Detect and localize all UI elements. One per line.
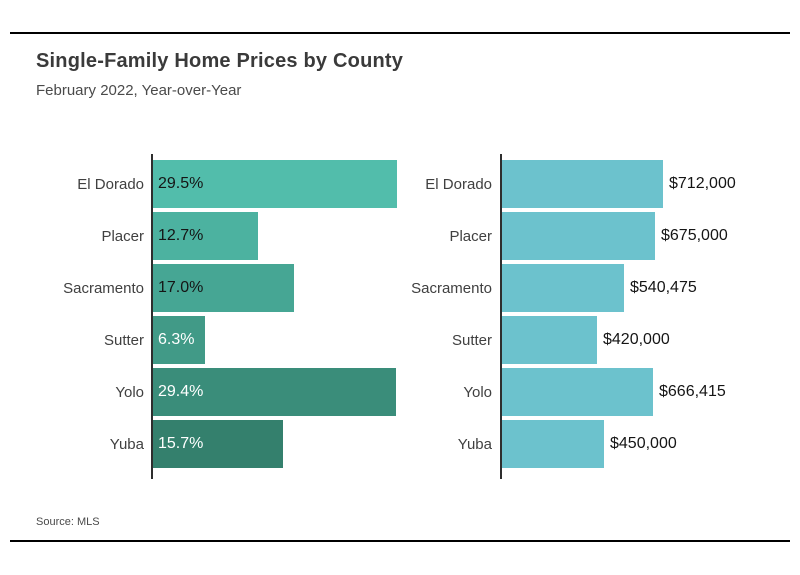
category-label: Sutter: [103, 331, 144, 349]
value-label: $712,000: [669, 175, 736, 192]
chart-row: El Dorado 29.5%: [36, 160, 397, 208]
category-label: Placer: [449, 227, 492, 245]
value-label: $540,475: [630, 279, 697, 296]
y-axis-line: [500, 154, 502, 479]
bar: [502, 212, 655, 260]
value-label: $675,000: [661, 227, 728, 244]
bar: 29.5%: [153, 160, 397, 208]
chart-row: Sacramento $540,475: [410, 264, 736, 312]
bar: 17.0%: [153, 264, 294, 312]
page-subtitle: February 2022, Year-over-Year: [36, 82, 242, 99]
value-label: 15.7%: [158, 435, 204, 452]
category-label: Placer: [101, 227, 144, 245]
category-label: Sutter: [451, 331, 492, 349]
bar: [502, 368, 653, 416]
bar: 12.7%: [153, 212, 258, 260]
chart-row: Yolo 29.4%: [36, 368, 397, 416]
page-title: Single-Family Home Prices by County: [36, 50, 404, 72]
y-axis-line: [151, 154, 153, 479]
value-label: $450,000: [610, 435, 677, 452]
category-label: Yolo: [115, 383, 144, 401]
chart-row: Placer 12.7%: [36, 212, 397, 260]
bar: 29.4%: [153, 368, 396, 416]
value-label: 29.4%: [158, 383, 204, 400]
value-label: 29.5%: [158, 175, 204, 192]
chart-row: Sutter $420,000: [410, 316, 736, 364]
bar: [502, 420, 604, 468]
bar: 15.7%: [153, 420, 283, 468]
value-label: 17.0%: [158, 279, 204, 296]
category-label: El Dorado: [77, 175, 144, 193]
price-bar-chart: El Dorado $712,000 Placer $675,000 Sacrament…: [410, 154, 736, 479]
bottom-rule: [10, 540, 790, 542]
top-rule: [10, 32, 790, 34]
category-label: Sacramento: [411, 279, 492, 297]
bar: [502, 160, 663, 208]
bar: [502, 264, 624, 312]
bar: 6.3%: [153, 316, 205, 364]
value-label: 6.3%: [158, 331, 195, 348]
value-label: $666,415: [659, 383, 726, 400]
category-label: Yuba: [109, 435, 144, 453]
category-label: Yuba: [457, 435, 492, 453]
chart-row: El Dorado $712,000: [410, 160, 736, 208]
category-label: El Dorado: [425, 175, 492, 193]
value-label: $420,000: [603, 331, 670, 348]
chart-row: Yuba 15.7%: [36, 420, 397, 468]
category-label: Sacramento: [63, 279, 144, 297]
pct-change-bar-chart: El Dorado 29.5% Placer 12.7% Sacramento 17.0%…: [36, 154, 397, 479]
value-label: 12.7%: [158, 227, 204, 244]
bar: [502, 316, 597, 364]
source-note: Source: MLS: [36, 516, 100, 528]
chart-row: Placer $675,000: [410, 212, 736, 260]
chart-row: Yuba $450,000: [410, 420, 736, 468]
chart-row: Yolo $666,415: [410, 368, 736, 416]
chart-row: Sacramento 17.0%: [36, 264, 397, 312]
chart-row: Sutter 6.3%: [36, 316, 397, 364]
category-label: Yolo: [463, 383, 492, 401]
